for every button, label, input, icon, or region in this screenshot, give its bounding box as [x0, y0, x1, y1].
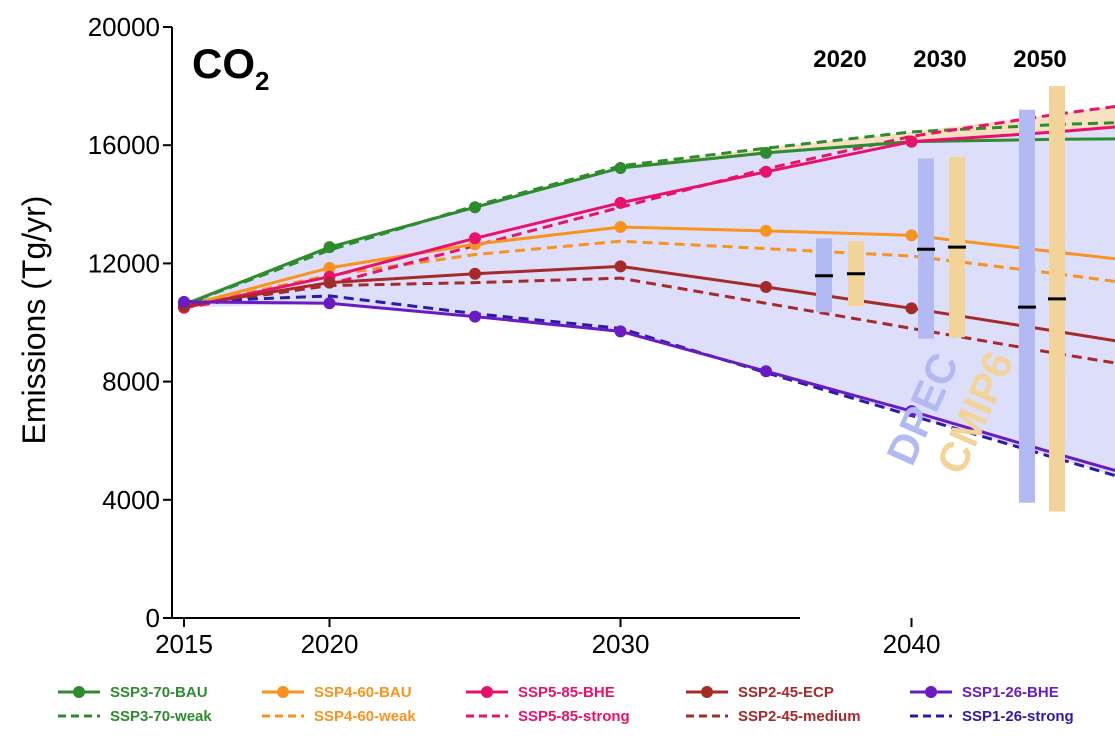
chart-title: CO2: [192, 40, 269, 96]
y-tick-label-20000: 20000: [88, 12, 160, 42]
marker-ssp1-26-bhe-2040: [905, 405, 918, 418]
legend: SSP3-70-BAU SSP4-60-BAU SSP5-85-BHE SSP2-45…: [58, 684, 1074, 725]
year-label-2050: 2050: [1013, 46, 1066, 73]
marker-ssp5-85-bhe-2030: [614, 196, 627, 209]
x-tick-label-2030: 2030: [592, 629, 650, 659]
legend-label-ssp4-60-weak: SSP4-60-weak: [314, 708, 416, 725]
marker-ssp1-26-bhe-2030: [614, 325, 627, 338]
marker-ssp1-26-bhe-2020: [323, 297, 336, 310]
legend-marker-ssp2-45-ecp: [701, 686, 713, 698]
dpec-envelope: [184, 126, 1115, 476]
marker-ssp5-85-bhe-2025: [469, 232, 481, 245]
x-tick-label-2040: 2040: [883, 629, 941, 659]
marker-ssp1-26-bhe-2025: [469, 310, 481, 323]
legend-marker-ssp3-70-bau: [73, 686, 85, 698]
y-tick-label-0: 0: [146, 603, 160, 633]
marker-ssp4-60-bau-2035: [760, 224, 772, 237]
marker-ssp3-70-bau-2030: [614, 161, 627, 174]
year-label-2030: 2030: [913, 46, 966, 73]
marker-ssp4-60-bau-2020: [323, 261, 336, 274]
legend-label-ssp2-45-medium: SSP2-45-medium: [738, 708, 861, 725]
year-label-2020: 2020: [813, 46, 866, 73]
legend-marker-ssp4-60-bau: [277, 686, 289, 698]
marker-ssp2-45-ecp-2035: [760, 281, 772, 294]
legend-label-ssp3-70-weak: SSP3-70-weak: [110, 708, 212, 725]
legend-label-ssp5-85-strong: SSP5-85-strong: [518, 708, 630, 725]
marker-ssp5-85-bhe-2035: [760, 165, 772, 178]
legend-label-ssp1-26-strong: SSP1-26-strong: [962, 708, 1074, 725]
marker-ssp4-60-bau-2030: [614, 221, 627, 234]
chart-title-subscript: 2: [255, 66, 269, 96]
legend-label-ssp4-60-bau: SSP4-60-BAU: [314, 684, 412, 701]
marker-ssp3-70-bau-2020: [323, 241, 336, 254]
marker-ssp2-45-ecp-2020: [323, 276, 336, 289]
marker-ssp5-85-bhe-2040: [905, 135, 918, 148]
legend-label-ssp5-85-bhe: SSP5-85-BHE: [518, 684, 615, 701]
marker-ssp1-26-bhe-2015: [178, 295, 190, 308]
y-axis-title: Emissions (Tg/yr): [16, 196, 52, 445]
legend-label-ssp1-26-bhe: SSP1-26-BHE: [962, 684, 1059, 701]
legend-marker-ssp1-26-bhe: [925, 686, 937, 698]
y-tick-label-4000: 4000: [102, 485, 160, 515]
marker-ssp2-45-ecp-2040: [905, 302, 918, 315]
legend-label-ssp3-70-bau: SSP3-70-BAU: [110, 684, 208, 701]
legend-label-ssp2-45-ecp: SSP2-45-ECP: [738, 684, 834, 701]
marker-ssp2-45-ecp-2025: [469, 267, 481, 280]
marker-ssp4-60-bau-2040: [905, 229, 918, 242]
range-bars: [815, 86, 1066, 512]
marker-ssp3-70-bau-2025: [469, 201, 481, 214]
marker-ssp2-45-ecp-2030: [614, 260, 627, 273]
y-tick-label-12000: 12000: [88, 248, 160, 278]
x-tick-label-2020: 2020: [301, 629, 359, 659]
marker-ssp1-26-bhe-2035: [760, 365, 772, 378]
marker-ssp3-70-bau-2035: [760, 146, 772, 159]
x-tick-label-2015: 2015: [155, 629, 213, 659]
y-tick-label-16000: 16000: [88, 130, 160, 160]
legend-marker-ssp5-85-bhe: [481, 686, 493, 698]
y-tick-label-8000: 8000: [102, 367, 160, 397]
axes: 0 4000 8000 12000 16000 20000 2015 2020 2030 2040…: [88, 12, 941, 659]
